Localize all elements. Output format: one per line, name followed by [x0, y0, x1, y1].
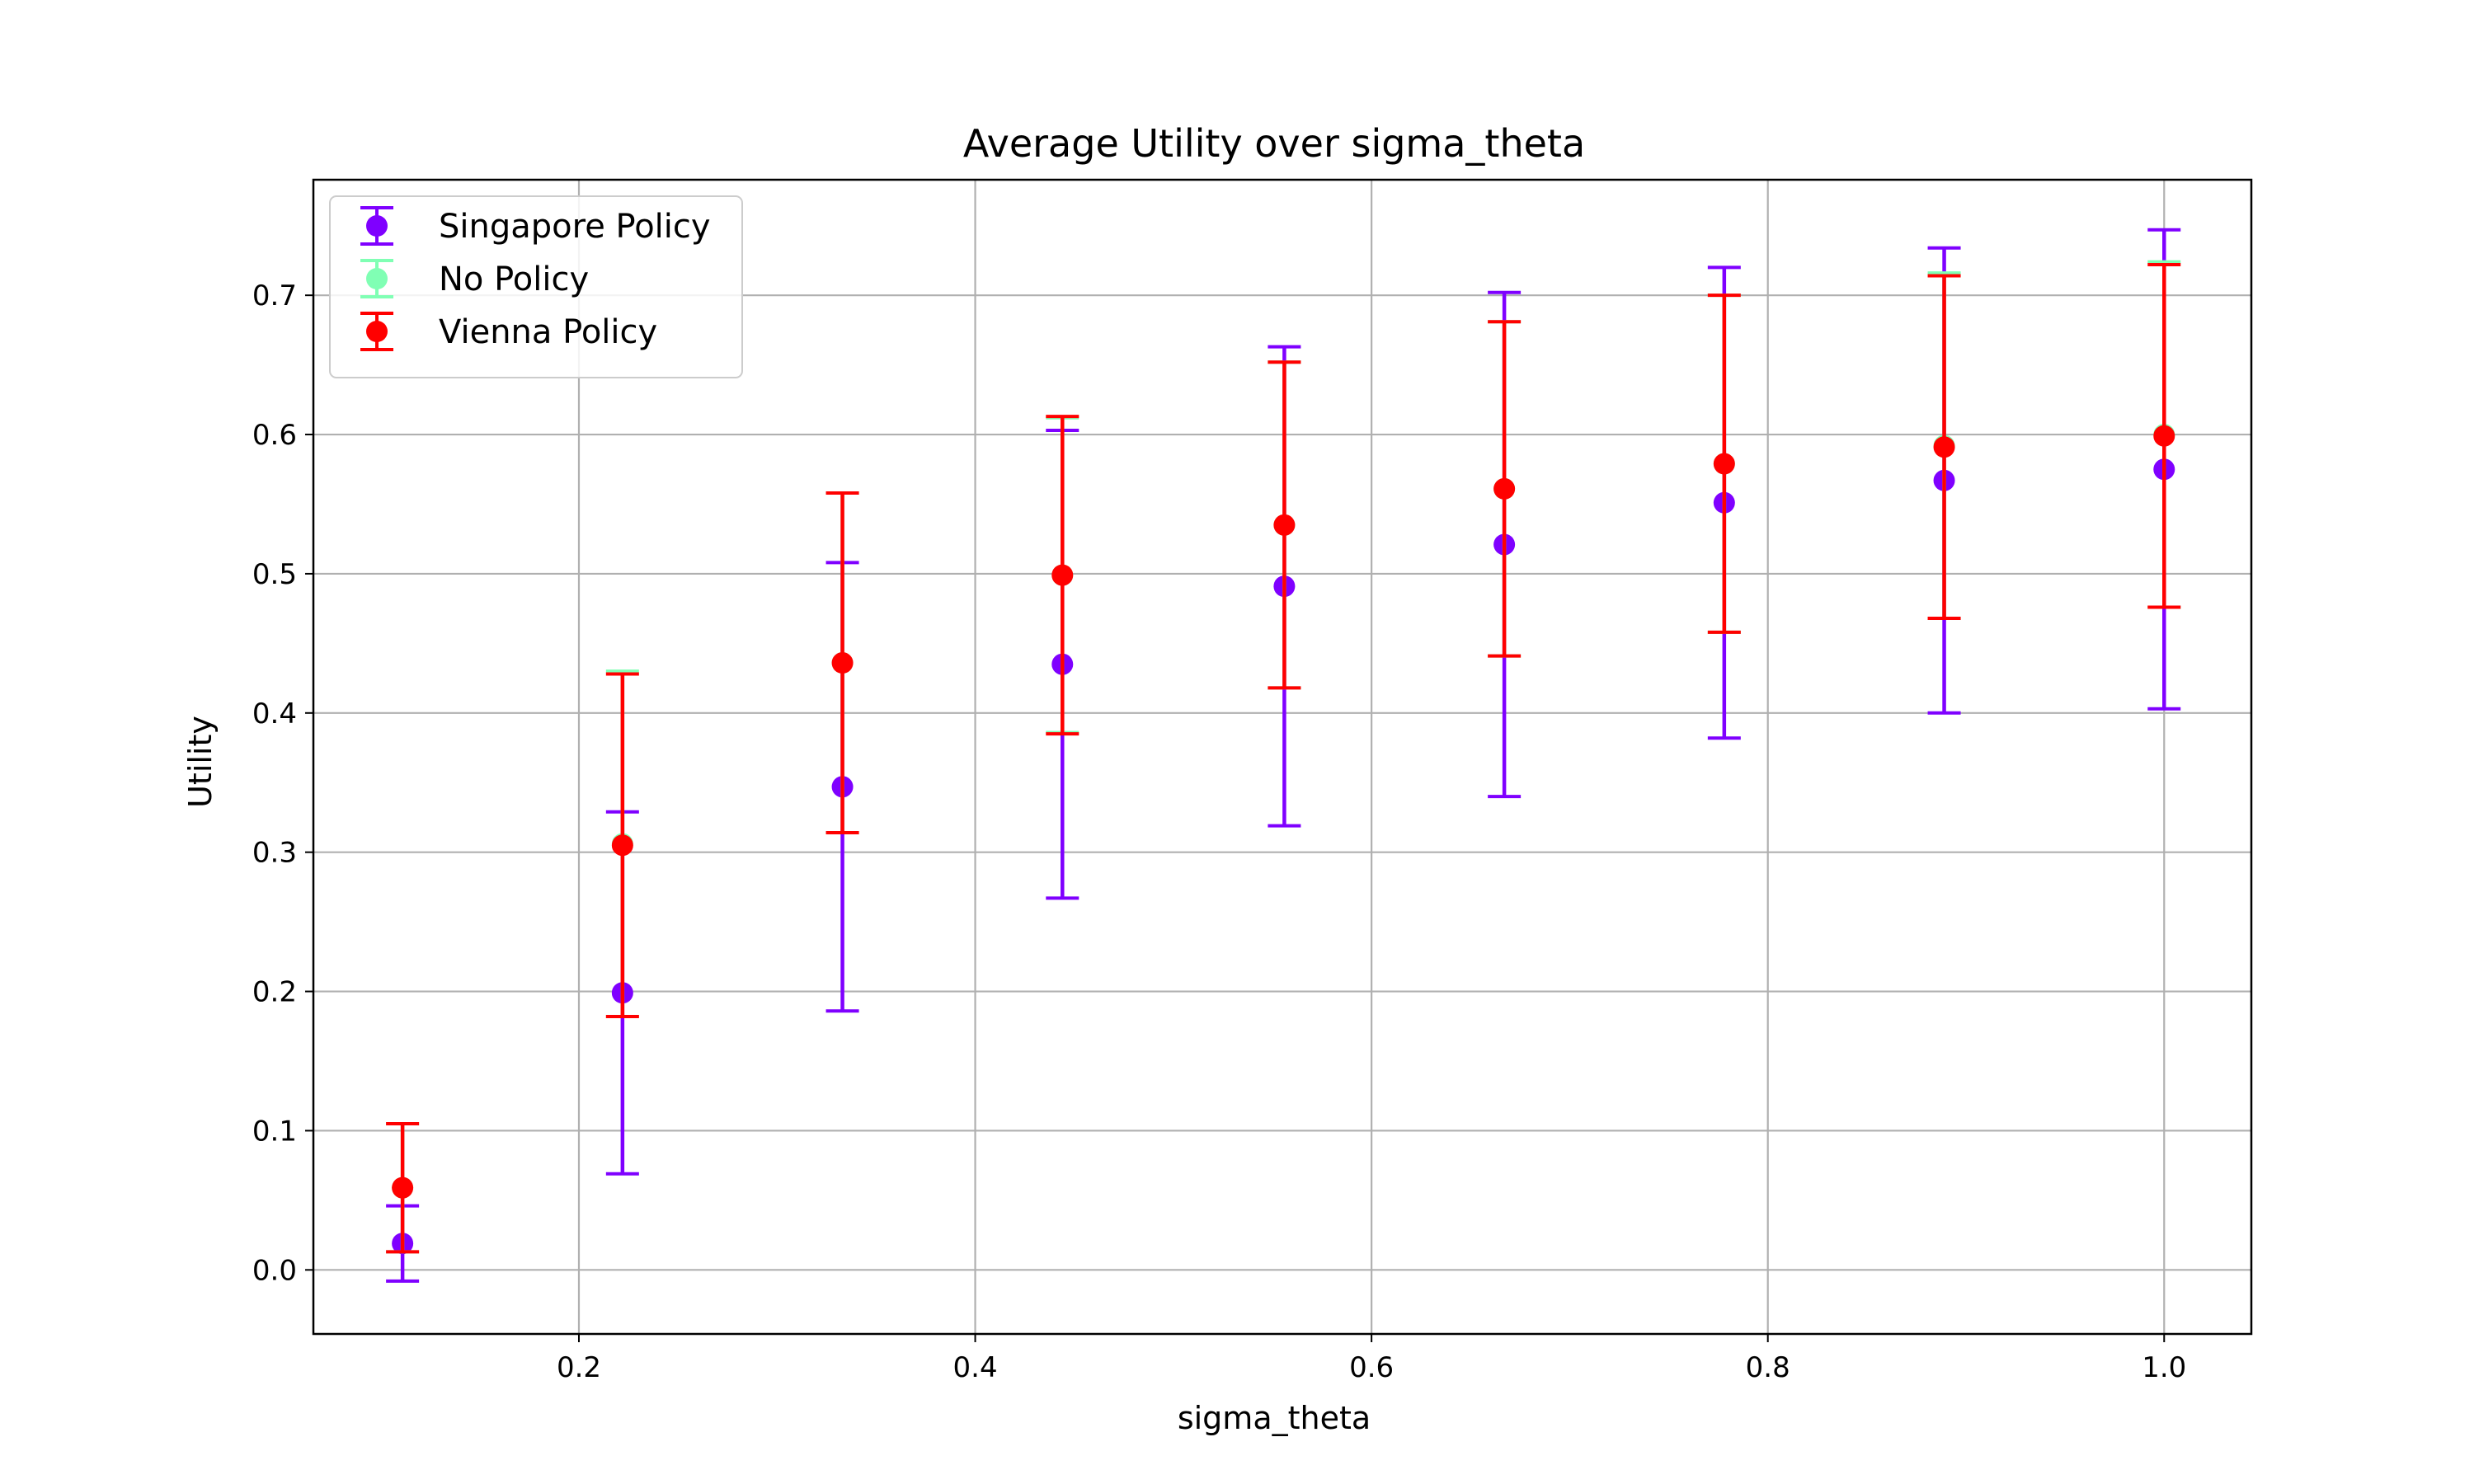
- legend-marker: [366, 215, 388, 237]
- legend-marker: [366, 321, 388, 342]
- data-point: [1273, 514, 1296, 536]
- x-tick-label: 1.0: [2142, 1351, 2186, 1384]
- data-point: [611, 834, 633, 857]
- chart-title: Average Utility over sigma_theta: [963, 121, 1585, 166]
- legend-item: Singapore Policy: [360, 206, 711, 246]
- data-point: [1493, 477, 1516, 500]
- series-vienna-policy: [386, 263, 2181, 1254]
- y-tick-label: 0.5: [252, 558, 297, 591]
- data-point: [831, 652, 854, 674]
- y-tick-label: 0.2: [252, 976, 297, 1009]
- data-point: [1051, 564, 1074, 586]
- y-tick-label: 0.3: [252, 837, 297, 870]
- data-point: [1933, 436, 1955, 458]
- x-tick-label: 0.2: [557, 1351, 601, 1384]
- y-tick-label: 0.1: [252, 1115, 297, 1148]
- legend-item: Vienna Policy: [360, 312, 657, 351]
- y-tick-label: 0.4: [252, 697, 297, 730]
- series-layer: [386, 228, 2181, 1283]
- legend-item: No Policy: [360, 259, 589, 298]
- y-axis-label: Utility: [182, 716, 219, 808]
- legend-marker: [366, 268, 388, 289]
- legend-label: Singapore Policy: [439, 208, 711, 246]
- y-tick-label: 0.0: [252, 1254, 297, 1287]
- legend-label: Vienna Policy: [439, 313, 657, 351]
- x-tick-label: 0.4: [953, 1351, 998, 1384]
- x-tick-label: 0.8: [1746, 1351, 1790, 1384]
- x-tick-label: 0.6: [1349, 1351, 1394, 1384]
- legend-label: No Policy: [439, 261, 589, 298]
- y-tick-label: 0.6: [252, 419, 297, 452]
- data-point: [1713, 453, 1735, 475]
- ticks: 0.2 0.4 0.6 0.8 1.0 0.0 0.1 0.2 0.3 0.4 0.5 0.6 0.7: [252, 279, 2186, 1384]
- data-point: [392, 1176, 414, 1199]
- data-point: [2153, 425, 2175, 447]
- x-axis-label: sigma_theta: [1178, 1400, 1371, 1436]
- legend-box: [329, 195, 743, 378]
- plot-frame: [312, 178, 2253, 1336]
- y-tick-label: 0.7: [252, 279, 297, 312]
- legend: Singapore Policy No Policy Vienna Policy: [329, 195, 743, 378]
